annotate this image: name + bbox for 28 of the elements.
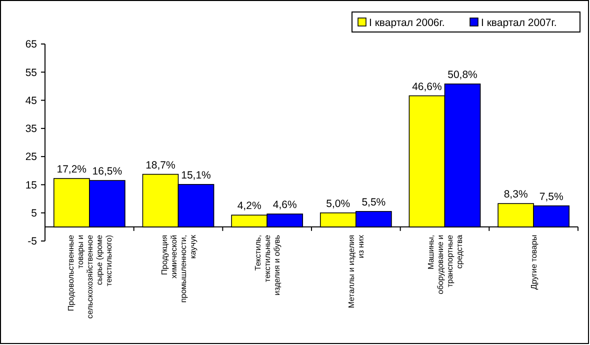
data-label: 4,2% bbox=[237, 200, 262, 212]
x-tick-label: Продукция химической промышленности, каучук bbox=[160, 234, 198, 303]
y-tick-label: 65 bbox=[25, 38, 38, 51]
y-tick-label: -5 bbox=[28, 236, 38, 248]
y-tick-label: 35 bbox=[25, 123, 38, 136]
x-tick-label: Текстиль, текстильные изделия и обувь bbox=[254, 234, 282, 296]
x-tick-label: Машины, оборудование и транспортные средства bbox=[426, 234, 464, 294]
data-label: 5,5% bbox=[362, 196, 386, 208]
x-tick-label: Продовольственные товары и сельскохозяйственное сырье (кроме текстильного) bbox=[66, 234, 114, 319]
x-tick-label: Другие товары bbox=[530, 234, 539, 290]
data-label: 5,0% bbox=[326, 198, 350, 210]
data-label: 18,7% bbox=[146, 159, 176, 172]
x-tick-label: Металлы и изделия из них bbox=[347, 234, 366, 308]
y-tick-label: 45 bbox=[25, 94, 38, 107]
legend-label: I квартал 2007г. bbox=[481, 17, 557, 29]
y-tick-label: 25 bbox=[25, 151, 38, 164]
data-label: 16,5% bbox=[92, 165, 122, 178]
legend-label: I квартал 2006г. bbox=[369, 17, 445, 29]
y-tick-label: 55 bbox=[25, 66, 38, 79]
y-tick-label: 5 bbox=[31, 208, 38, 220]
y-tick-label: 15 bbox=[25, 179, 38, 192]
data-label: 50,8% bbox=[448, 68, 478, 81]
data-label: 46,6% bbox=[412, 80, 442, 93]
data-label: 7,5% bbox=[539, 190, 564, 203]
data-label: 8,3% bbox=[504, 188, 528, 201]
data-label: 15,1% bbox=[181, 169, 211, 182]
data-label: 4,6% bbox=[272, 198, 297, 211]
data-label: 17,2% bbox=[56, 164, 87, 176]
